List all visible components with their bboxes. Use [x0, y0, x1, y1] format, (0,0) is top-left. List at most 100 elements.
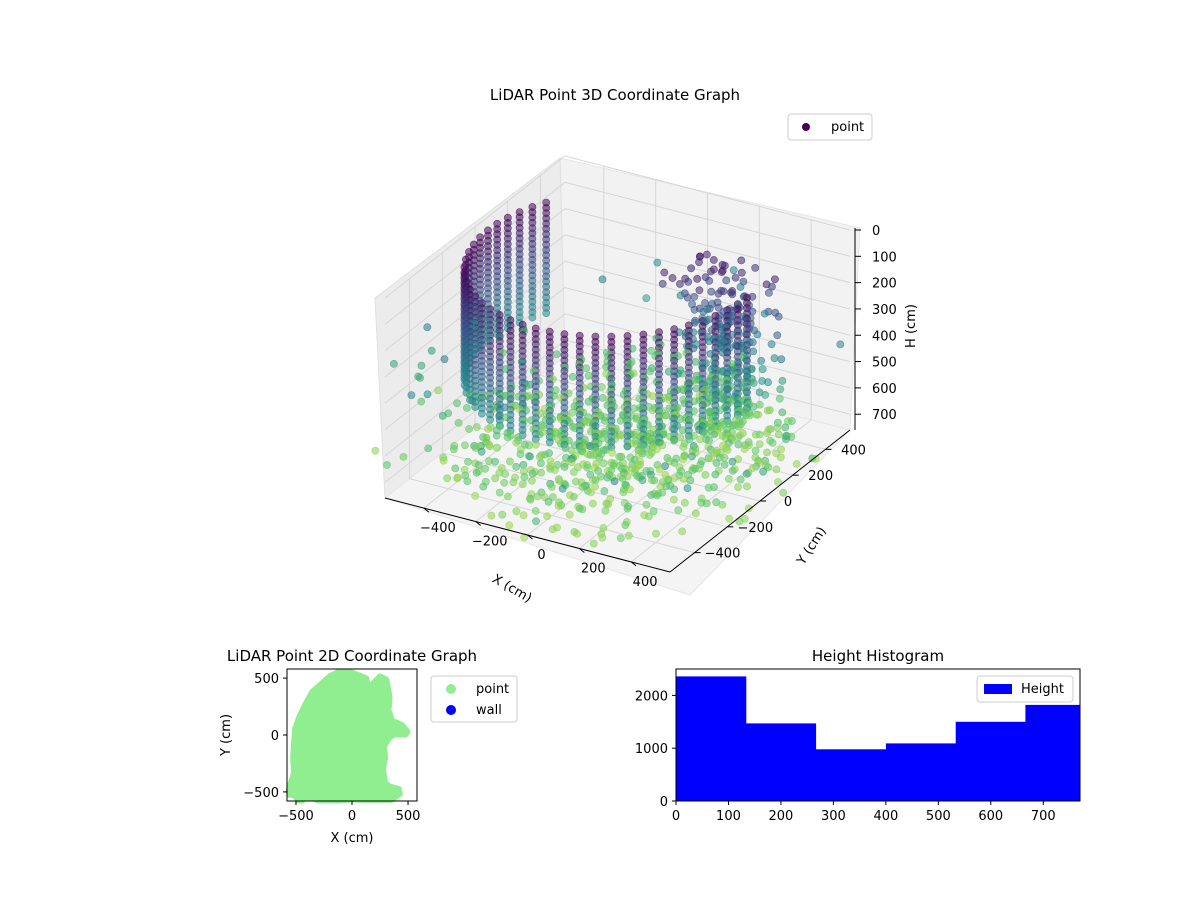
data-point [757, 356, 766, 365]
z-tick-label: 700 [872, 408, 897, 423]
data-point [755, 440, 764, 448]
data-point [570, 468, 578, 476]
data-point [554, 501, 563, 510]
hist-bars [676, 676, 1081, 801]
data-point [427, 346, 436, 355]
data-point [371, 446, 380, 455]
hist-x-tick-label: 0 [672, 809, 680, 824]
data-point [734, 440, 743, 449]
data-point [836, 340, 845, 349]
data-point [537, 459, 545, 468]
data-point [704, 483, 713, 492]
x-tick [579, 548, 585, 553]
data-point [399, 452, 408, 461]
y-tick-label: −400 [705, 547, 741, 562]
data-point [487, 511, 496, 520]
data-point [725, 474, 733, 483]
data-point [649, 507, 658, 516]
data-point [526, 452, 534, 461]
data-point [600, 487, 609, 495]
x-tick-label: −200 [472, 535, 508, 550]
x-tick-label: 400 [633, 575, 658, 590]
data-point [438, 411, 447, 420]
data-point [690, 292, 699, 301]
data-point [477, 409, 486, 418]
grid-line-h [384, 155, 851, 299]
data-point [776, 385, 785, 394]
data-point [691, 509, 700, 518]
data-point [543, 512, 551, 521]
y-tick-label: 0 [784, 495, 792, 510]
data-point [740, 445, 749, 453]
x-tick-label-2d: 500 [396, 809, 421, 824]
x-tick [423, 507, 430, 513]
legend-2d-marker-wall [446, 705, 456, 715]
data-point [696, 435, 704, 444]
data-point [770, 354, 779, 363]
data-point [768, 282, 776, 291]
chart-3d: LiDAR Point 3D Coordinate Graph −400−400… [371, 86, 919, 606]
data-point [591, 482, 599, 491]
legend-3d-box [787, 113, 873, 141]
data-point [670, 485, 679, 494]
chart-hist: Height Histogram 0 100 200 300 400 500 600 7000… [635, 647, 1081, 824]
data-point [751, 263, 760, 272]
hist-x-tick-label: 500 [926, 809, 951, 824]
data-point [679, 455, 687, 464]
data-point [767, 340, 776, 349]
hist-bar [1025, 704, 1081, 801]
grid-line-h [384, 313, 851, 457]
data-point [632, 414, 641, 423]
data-point [634, 449, 643, 458]
y-tick-label: −200 [737, 521, 773, 536]
legend-2d-label-wall: wall [476, 703, 502, 718]
data-point [782, 435, 790, 444]
data-point [658, 441, 667, 450]
data-point [691, 357, 700, 366]
data-point [532, 517, 540, 526]
data-point [707, 454, 715, 463]
data-point [703, 250, 711, 259]
data-point [648, 392, 657, 401]
hist-y-tick-label: 0 [660, 795, 668, 810]
data-point [648, 406, 657, 414]
z-tick-label: 100 [872, 250, 897, 265]
data-point [658, 279, 667, 288]
data-point [764, 378, 772, 387]
data-point [777, 355, 786, 364]
data-point [728, 466, 737, 475]
data-point [486, 415, 494, 424]
data-point [544, 497, 553, 506]
data-point [749, 379, 758, 387]
data-point [707, 267, 715, 276]
data-point [598, 533, 607, 542]
data-point [665, 404, 674, 413]
data-point [453, 399, 461, 408]
data-point [484, 424, 492, 433]
data-point [723, 446, 732, 454]
data-point [731, 273, 740, 282]
data-point [742, 469, 751, 478]
z-tick-label: 200 [872, 277, 897, 292]
data-point [792, 460, 801, 468]
data-point [650, 476, 659, 485]
data-point [759, 467, 767, 476]
data-point [591, 476, 600, 484]
data-point [525, 441, 533, 450]
data-point [568, 372, 577, 381]
data-point [567, 458, 576, 467]
data-point [623, 442, 632, 451]
x-axis-label-2d: X (cm) [331, 831, 374, 846]
data-point [423, 323, 432, 332]
data-point [699, 307, 708, 316]
data-point [477, 447, 486, 456]
data-point [528, 469, 537, 478]
data-point [503, 492, 512, 501]
data-point [668, 274, 677, 282]
z-tick-label: 0 [872, 224, 880, 239]
hist-bar [745, 723, 817, 801]
hist-bar [815, 749, 887, 801]
x-tick-label: 0 [537, 548, 545, 563]
data-point [774, 312, 783, 321]
data-point [763, 406, 772, 415]
